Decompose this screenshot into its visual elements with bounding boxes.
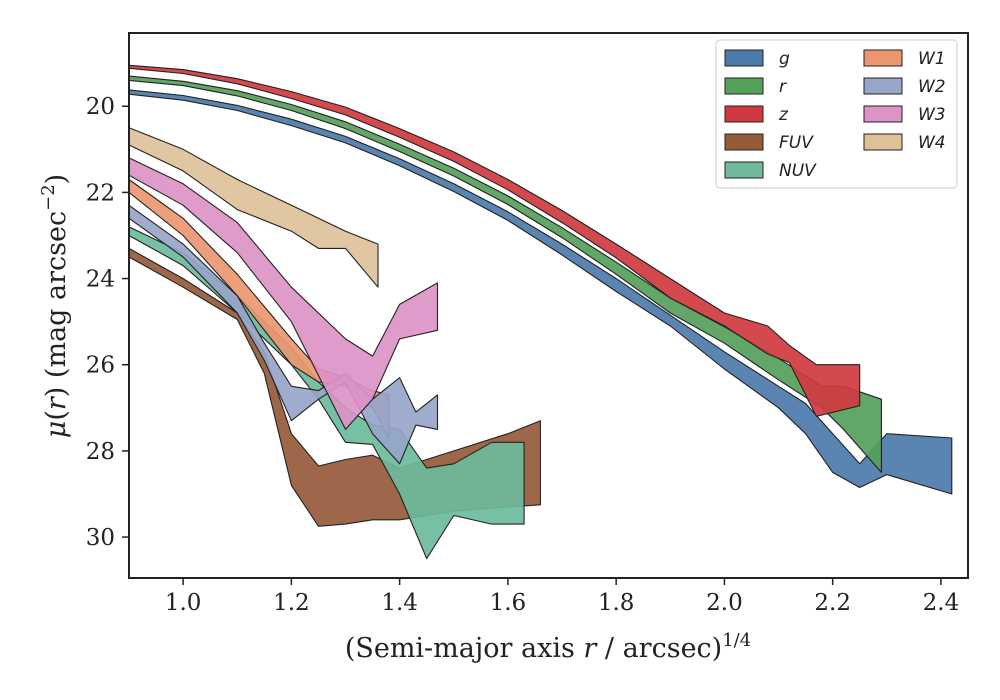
legend-swatch-w3 <box>863 105 903 123</box>
legend-swatch-w4 <box>863 133 903 151</box>
x-tick-label: 1.6 <box>490 590 527 616</box>
y-tick-label: 24 <box>86 267 115 293</box>
legend-label-fuv: FUV <box>779 133 814 153</box>
y-tick-label: 26 <box>86 353 115 379</box>
x-axis: 1.0 1.2 1.4 1.6 1.8 2.0 2.2 2.4 <box>165 578 959 616</box>
legend-label-w3: W3 <box>918 105 946 125</box>
legend-swatch-nuv <box>724 161 764 179</box>
legend-swatch-fuv <box>724 133 764 151</box>
legend-swatch-r <box>724 77 764 95</box>
legend-label-z: z <box>778 105 789 125</box>
legend-swatch-w2 <box>863 77 903 95</box>
x-tick-label: 2.4 <box>923 590 960 616</box>
x-tick-label: 2.0 <box>706 590 743 616</box>
y-tick-label: 28 <box>86 439 115 465</box>
legend-label-r: r <box>779 77 787 97</box>
y-tick-label: 20 <box>86 94 115 120</box>
plot-frame <box>128 32 969 579</box>
y-tick-label: 22 <box>86 180 115 206</box>
x-tick-label: 1.4 <box>381 590 418 616</box>
series-band-w3 <box>128 157 439 430</box>
legend-label-g: g <box>779 49 790 69</box>
legend-swatch-w1 <box>863 49 903 67</box>
legend-frame <box>715 39 958 189</box>
series-band-z <box>128 64 861 417</box>
x-axis-title: (Semi-major axis r / arcsec)1/4 <box>345 630 751 664</box>
series-band-w4 <box>128 127 379 288</box>
y-axis-title: μ(r) (mag arcsec−2) <box>38 174 72 438</box>
legend-label-nuv: NUV <box>779 161 817 181</box>
y-tick-label: 30 <box>86 525 115 551</box>
legend-swatch-z <box>724 105 764 123</box>
x-tick-label: 1.8 <box>598 590 635 616</box>
legend-swatch-g <box>724 49 764 67</box>
legend: grz FUV NUV W1 W2 W3 W4 <box>715 39 958 189</box>
series-band-r <box>128 75 882 473</box>
legend-label-w1: W1 <box>918 49 946 69</box>
y-axis: 20 22 24 26 28 30 <box>86 94 129 551</box>
x-tick-label: 2.2 <box>814 590 851 616</box>
x-tick-label: 1.2 <box>273 590 310 616</box>
series-band-fuv <box>128 247 541 527</box>
legend-label-w4: W4 <box>918 133 946 153</box>
legend-label-w2: W2 <box>918 77 946 97</box>
x-tick-label: 1.0 <box>165 590 202 616</box>
series-layer <box>128 64 953 560</box>
